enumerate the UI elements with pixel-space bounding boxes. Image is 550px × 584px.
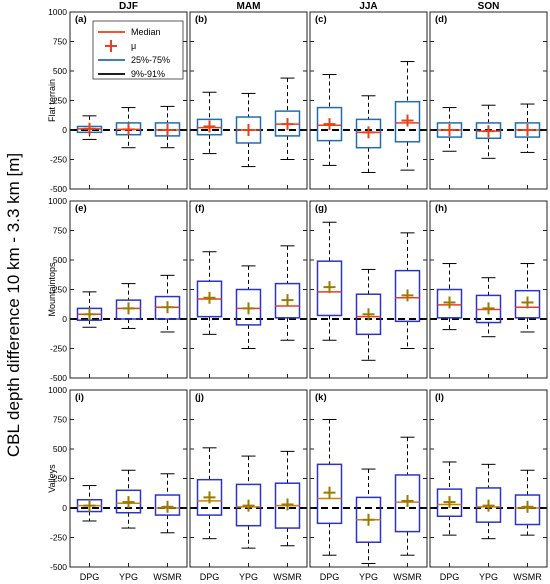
box-wsmr [514,289,541,319]
ytick-label: -500 [50,184,67,194]
box-wsmr [514,494,541,526]
xtick-label-ypg: YPG [359,572,378,582]
panel-label: (b) [195,14,207,25]
panel-label: (f) [195,203,205,214]
ytick-label: 0 [62,125,67,135]
ytick-label: -250 [50,155,67,165]
legend-label-1: μ [131,41,136,51]
ytick-label: 0 [62,503,67,513]
ytick-label: 500 [53,444,67,454]
xtick-label-dpg: DPG [200,572,220,582]
box-dpg [316,260,343,317]
panel-l: DPG YPG WSMR (l) [429,389,548,582]
panel-label: (g) [315,203,327,214]
panel-label: (d) [435,14,447,25]
box-dpg [316,106,343,142]
box-ypg [235,288,262,326]
ytick-label: 750 [53,37,67,47]
panel-b: (b) [189,11,308,190]
plot-area: DJF MAM JJA SON Flat terrain Mountaintops Vall… [47,1,548,582]
box-wsmr [394,269,421,323]
panel-frame [429,11,548,190]
panel-k: DPG YPG WSMR (k) [309,389,428,582]
panel-a: -500 -250 0 250 500 750 1000 (a) [48,7,188,194]
xtick-label-ypg: YPG [479,572,498,582]
legend-label-3: 9%-91% [131,69,165,79]
xtick-label-wsmr: WSMR [153,572,182,582]
box-dpg [436,488,463,518]
ytick-label: -250 [50,533,67,543]
ytick-label: 500 [53,255,67,265]
season-title-jja: JJA [359,1,377,12]
ytick-label: 750 [53,226,67,236]
ytick-label: 500 [53,66,67,76]
box-ypg [235,483,262,527]
panel-label: (c) [315,14,327,25]
box-dpg [436,288,463,319]
y-axis-title: CBL depth difference 10 km - 3.3 km [m] [4,153,23,457]
box-ypg [355,293,382,336]
legend-label-2: 25%-75% [131,55,170,65]
panel-label: (i) [75,392,84,403]
ytick-label: 1000 [48,196,67,206]
xtick-label-wsmr: WSMR [393,572,422,582]
panel-label: (a) [75,14,87,25]
panel-d: (d) [429,11,548,190]
box-wsmr [154,494,181,516]
season-title-mam: MAM [237,1,261,12]
xtick-label-dpg: DPG [320,572,340,582]
panel-c: (c) [309,11,428,190]
panel-label: (l) [435,392,444,403]
row-label-2: Valleys [47,464,57,493]
xtick-label-dpg: DPG [80,572,100,582]
row-label-1: Mountaintops [47,262,57,317]
ytick-label: -500 [50,562,67,572]
box-ypg [115,299,142,320]
panel-frame [69,200,188,379]
xtick-label-ypg: YPG [119,572,138,582]
panel-i: -500 -250 0 250 500 750 1000 DPG YPG WSMR (i) [48,385,188,582]
panel-label: (e) [75,203,87,214]
panel-e: -500 -250 0 250 500 750 1000 (e) [48,196,188,383]
xtick-label-dpg: DPG [440,572,460,582]
ytick-label: 0 [62,314,67,324]
ytick-label: -250 [50,344,67,354]
panel-label: (k) [315,392,327,403]
ytick-label: 1000 [48,7,67,17]
box-ypg [355,118,382,149]
panel-label: (j) [195,392,204,403]
xtick-label-ypg: YPG [239,572,258,582]
season-title-djf: DJF [119,1,138,12]
box-ypg [475,487,502,523]
ytick-label: -500 [50,373,67,383]
panel-j: DPG YPG WSMR (j) [189,389,308,582]
xtick-label-wsmr: WSMR [273,572,302,582]
box-dpg [316,463,343,525]
ytick-label: 250 [53,285,67,295]
panel-f: (f) [189,200,308,379]
box-wsmr [394,474,421,533]
box-dpg [196,478,223,516]
legend: Median μ 25%-75% 9%-91% [92,20,184,80]
ytick-label: 1000 [48,385,67,395]
legend-box [92,20,184,80]
xtick-label-wsmr: WSMR [513,572,542,582]
panel-h: (h) [429,200,548,379]
box-wsmr [274,282,301,319]
legend-label-0: Median [131,27,161,37]
ytick-label: 750 [53,415,67,425]
row-label-0: Flat terrain [47,79,57,122]
ytick-label: 250 [53,96,67,106]
panel-label: (h) [435,203,447,214]
box-wsmr [394,100,421,143]
ytick-label: 250 [53,474,67,484]
season-title-son: SON [478,1,500,12]
panel-g: (g) [309,200,428,379]
box-ypg [115,489,142,514]
